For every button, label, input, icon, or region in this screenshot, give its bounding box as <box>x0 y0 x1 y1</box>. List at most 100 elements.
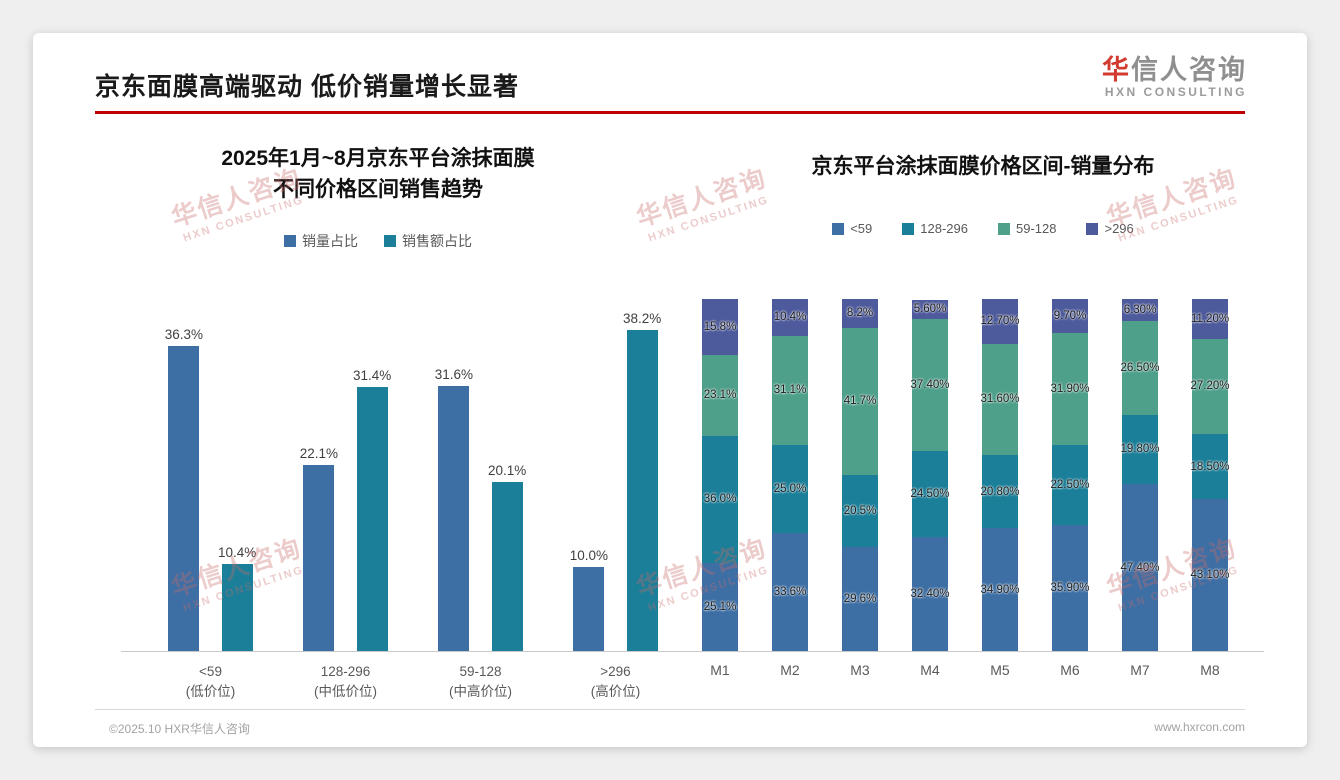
bar-value-label: 31.6% <box>434 366 473 382</box>
bar-with-label: 10.4% <box>218 545 256 651</box>
segment-label: 20.80% <box>980 485 1020 498</box>
segment-128-296: 24.50% <box>911 450 950 537</box>
right-month-labels: M1 M2 M3 M4 M5 M6 M7 M8 <box>702 662 1228 678</box>
bar-销量占比 <box>438 385 470 651</box>
bar-销量占比 <box>573 567 605 651</box>
category-label-main: 128-296 <box>320 664 371 679</box>
logo-cn-first-char: 华 <box>1102 55 1131 85</box>
logo-cn-rest: 信人咨询 <box>1131 55 1247 85</box>
bar-value-label: 10.0% <box>569 548 608 563</box>
bar-group: 10.0% 38.2% <box>548 309 683 651</box>
segment-label: 11.20% <box>1190 312 1230 325</box>
segment-label: 23.1% <box>703 389 737 402</box>
stacked-bar: 43.10% 18.50% 27.20% 11.20% <box>1190 299 1230 651</box>
month-label: M1 <box>710 662 730 678</box>
right-legend: <59 128-296 59-128 >296 <box>713 221 1253 236</box>
segment-label: 36.0% <box>703 493 737 506</box>
legend-item: 128-296 <box>902 221 968 236</box>
segment-label: 31.1% <box>773 384 807 397</box>
month-label: M2 <box>780 662 800 678</box>
stacked-bar: 33.6% 25.0% 31.1% 10.4% <box>772 299 808 651</box>
left-chart-title: 2025年1月~8月京东平台涂抹面膜 不同价格区间销售趋势 <box>93 143 663 205</box>
category-label: 59-128 (中高价位) <box>413 662 548 702</box>
bar-销量占比 <box>168 346 200 651</box>
bar-group: 36.3% 10.4% <box>143 309 278 651</box>
legend-label: 59-128 <box>1016 221 1057 236</box>
bar-value-label: 38.2% <box>623 311 662 327</box>
bar-销售额占比 <box>491 482 523 651</box>
legend-item: <59 <box>832 221 872 236</box>
segment-128-296: 18.50% <box>1191 434 1230 500</box>
left-axis-line <box>121 651 699 652</box>
category-label: <59 (低价位) <box>143 662 278 702</box>
page-title: 京东面膜高端驱动 低价销量增长显著 <box>95 73 519 101</box>
stacked-bar: 32.40% 24.50% 37.40% 5.60% <box>910 299 950 651</box>
bar-with-label: 31.4% <box>353 368 391 651</box>
month-label: M4 <box>920 662 940 678</box>
legend-swatch <box>998 222 1010 235</box>
segment-label: 29.6% <box>843 592 877 605</box>
bar-group: 22.1% 31.4% <box>278 309 413 651</box>
footer-divider <box>95 709 1245 710</box>
left-plot: 36.3% 10.4% 22.1% 31.4% 31.6% 20.1% 10.0% 38.2% <box>143 309 683 651</box>
category-label-main: <59 <box>199 664 222 679</box>
stacked-bar: 29.6% 20.5% 41.7% 8.2% <box>842 299 878 651</box>
segment->296: 11.20% <box>1190 299 1230 339</box>
segment-label: 19.80% <box>1120 443 1160 456</box>
right-axis-line <box>688 651 1264 652</box>
left-category-labels: <59 (低价位) 128-296 (中低价位) 59-128 (中高价位) >296 (高价… <box>143 662 683 702</box>
footer-copyright: ©2025.10 HXR华信人咨询 <box>109 722 250 736</box>
segment-label: 34.90% <box>980 583 1020 596</box>
segment->296: 8.2% <box>842 299 878 328</box>
segment-label: 9.70% <box>1053 310 1087 323</box>
segment-<59: 34.90% <box>980 528 1020 651</box>
segment-label: 8.2% <box>846 307 874 320</box>
legend-label: 128-296 <box>920 221 968 236</box>
legend-label: 销售额占比 <box>402 233 472 249</box>
segment-128-296: 36.0% <box>702 435 738 563</box>
bar-销售额占比 <box>626 330 658 651</box>
category-label: 128-296 (中低价位) <box>278 662 413 702</box>
segment->296: 9.70% <box>1052 299 1088 334</box>
segment-label: 6.30% <box>1123 304 1157 317</box>
month-label: M7 <box>1130 662 1150 678</box>
segment-label: 25.1% <box>703 600 737 613</box>
segment-label: 26.50% <box>1120 361 1160 374</box>
segment-59-128: 31.90% <box>1050 333 1090 446</box>
logo-cn-text: 华信人咨询 <box>1102 55 1247 86</box>
month-label: M6 <box>1060 662 1080 678</box>
segment-59-128: 41.7% <box>842 327 878 475</box>
company-logo: 华信人咨询 HXN CONSULTING <box>1102 55 1247 100</box>
legend-label: >296 <box>1104 221 1134 236</box>
segment-128-296: 20.5% <box>842 474 878 547</box>
segment-label: 47.40% <box>1120 561 1160 574</box>
segment-128-296: 20.80% <box>980 455 1020 529</box>
segment-label: 32.40% <box>910 588 950 600</box>
segment-label: 31.90% <box>1050 383 1090 396</box>
left-chart-title-line1: 2025年1月~8月京东平台涂抹面膜 <box>221 147 535 170</box>
bar-value-label: 10.4% <box>218 544 257 560</box>
stacked-bar: 35.90% 22.50% 31.90% 9.70% <box>1050 299 1090 651</box>
bar-with-label: 20.1% <box>488 463 526 651</box>
segment-label: 27.20% <box>1190 380 1230 393</box>
stacked-bar: 34.90% 20.80% 31.60% 12.70% <box>980 299 1020 651</box>
month-label: M3 <box>850 662 870 678</box>
bar-with-label: 38.2% <box>623 311 661 651</box>
bar-销售额占比 <box>221 563 253 651</box>
month-label: M5 <box>990 662 1010 678</box>
segment->296: 12.70% <box>980 299 1020 344</box>
segment-label: 43.10% <box>1190 569 1230 582</box>
legend-item: >296 <box>1086 221 1134 236</box>
segment-<59: 43.10% <box>1190 499 1230 651</box>
segment-<59: 47.40% <box>1120 484 1160 651</box>
segment->296: 15.8% <box>702 299 738 355</box>
segment-label: 15.8% <box>703 320 737 333</box>
segment-128-296: 22.50% <box>1051 445 1090 525</box>
segment->296: 6.30% <box>1122 299 1158 322</box>
segment-59-128: 23.1% <box>702 354 738 436</box>
segment-label: 12.70% <box>980 315 1020 328</box>
segment-<59: 35.90% <box>1051 524 1090 651</box>
segment-59-128: 27.20% <box>1190 338 1230 435</box>
bar-value-label: 31.4% <box>353 368 392 384</box>
legend-label: <59 <box>850 221 873 236</box>
